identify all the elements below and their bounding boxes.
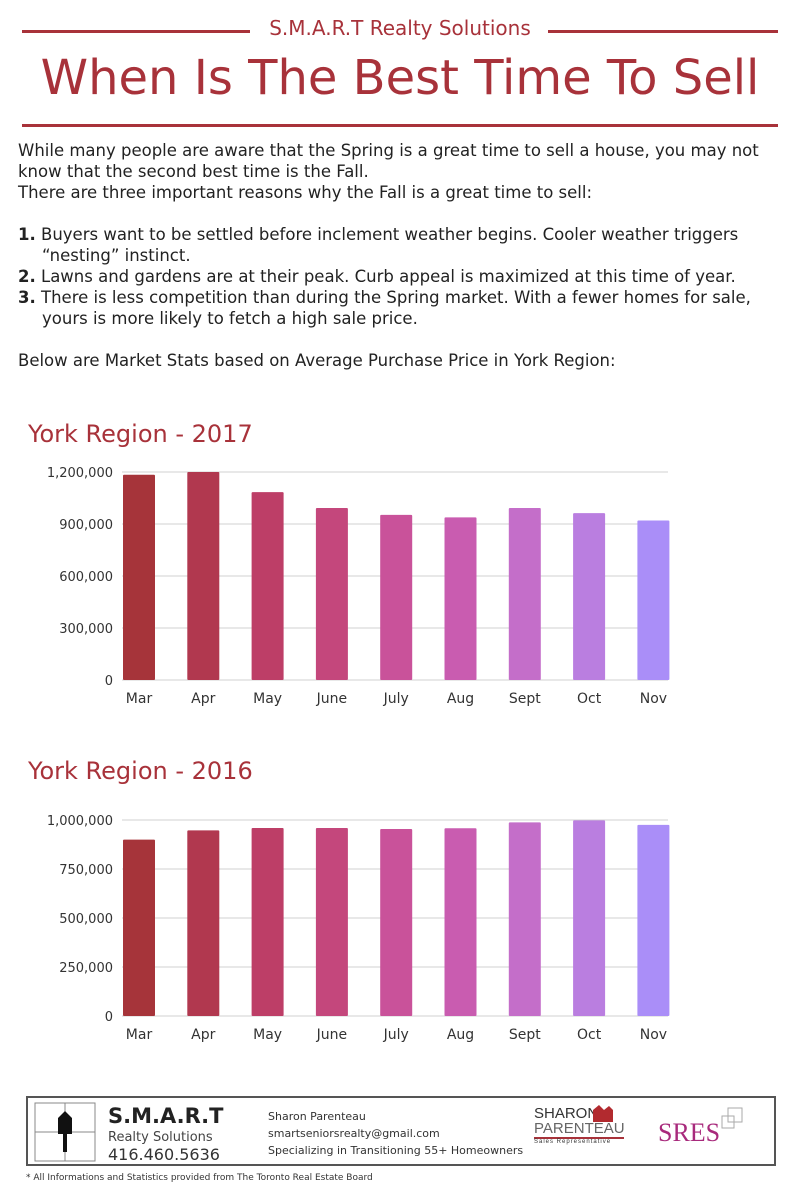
- header-rule-left: [22, 30, 250, 33]
- chart-title-2017: York Region - 2017: [28, 420, 253, 448]
- footer-brand-sub: Realty Solutions: [108, 1130, 213, 1145]
- bar-oct: [573, 513, 606, 680]
- bar-oct: [573, 820, 606, 1016]
- source-note: * All Informations and Statistics provid…: [26, 1173, 373, 1183]
- y-tick-label: 900,000: [59, 518, 113, 533]
- reason-number: 1.: [18, 225, 36, 244]
- footer-card: S.M.A.R.T Realty Solutions 416.460.5636 …: [26, 1096, 776, 1166]
- agent-email: smartseniorsrealty@gmail.com: [268, 1127, 440, 1140]
- x-tick-label: Aug: [447, 1027, 474, 1043]
- bar-july: [380, 829, 413, 1016]
- reason-3: 3. There is less competition than during…: [18, 287, 788, 308]
- x-tick-label: Apr: [191, 1027, 215, 1043]
- key-house-logo-icon: [34, 1102, 96, 1162]
- logo-role: Sales Representative: [534, 1139, 612, 1145]
- header-rule-right: [548, 30, 778, 33]
- logo-first-name: SHARON: [534, 1105, 599, 1122]
- bar-mar: [123, 474, 155, 680]
- chart-2017: 0 300,000 600,000 900,000 1,200,000 Mar Apr May…: [47, 466, 670, 707]
- house-icon: [593, 1105, 613, 1122]
- intro-paragraph: There are three important reasons why th…: [18, 183, 593, 202]
- x-tick-label: May: [253, 1027, 282, 1043]
- sres-logo: SRES: [658, 1118, 721, 1147]
- sharon-parenteau-logo: SHARON PARENTEAU Sales Representative: [534, 1105, 625, 1145]
- bar-apr: [187, 472, 220, 680]
- x-tick-label: Sept: [509, 691, 541, 707]
- chart-2016: 0 250,000 500,000 750,000 1,000,000 Mar Apr May…: [47, 814, 670, 1043]
- x-tick-label: Oct: [577, 691, 602, 707]
- x-tick-label: Mar: [126, 1027, 153, 1043]
- x-tick-label: Aug: [447, 691, 474, 707]
- bar-nov: [637, 520, 670, 680]
- x-tick-label: June: [316, 691, 348, 707]
- reason-text: There is less competition than during th…: [41, 288, 751, 307]
- y-tick-label: 0: [105, 674, 113, 689]
- y-tick-label: 250,000: [59, 961, 113, 976]
- bar-july: [380, 514, 413, 680]
- agent-tagline: Specializing in Transitioning 55+ Homeow…: [268, 1144, 524, 1157]
- x-tick-label: Apr: [191, 691, 215, 707]
- y-tick-label: 1,000,000: [47, 814, 113, 829]
- y-tick-label: 1,200,000: [47, 466, 113, 481]
- footer-phone: 416.460.5636: [108, 1145, 220, 1164]
- bar-aug: [444, 517, 477, 680]
- logo-last-name: PARENTEAU: [534, 1120, 625, 1139]
- x-tick-label: Nov: [640, 1027, 667, 1043]
- x-tick-label: Oct: [577, 1027, 602, 1043]
- y-tick-label: 600,000: [59, 570, 113, 585]
- bar-nov: [637, 824, 670, 1016]
- intro-text: While many people are aware that the Spr…: [18, 140, 788, 371]
- y-tick-label: 500,000: [59, 912, 113, 927]
- footer-brand: S.M.A.R.T: [108, 1104, 224, 1128]
- bar-sept: [508, 508, 541, 680]
- bar-june: [315, 828, 348, 1016]
- x-tick-label: July: [383, 691, 409, 707]
- y-tick-label: 750,000: [59, 863, 113, 878]
- bar-apr: [187, 830, 220, 1016]
- bar-june: [315, 508, 348, 680]
- reason-text-cont: yours is more likely to fetch a high sal…: [42, 309, 418, 328]
- reason-text: Buyers want to be settled before incleme…: [41, 225, 739, 244]
- page-title: When Is The Best Time To Sell: [40, 50, 760, 106]
- agent-name: Sharon Parenteau: [268, 1110, 366, 1123]
- y-tick-label: 300,000: [59, 622, 113, 637]
- brand-name: S.M.A.R.T Realty Solutions: [269, 16, 531, 40]
- y-tick-label: 0: [105, 1010, 113, 1025]
- x-tick-label: July: [383, 1027, 409, 1043]
- x-tick-label: Sept: [509, 1027, 541, 1043]
- x-tick-label: June: [316, 1027, 348, 1043]
- bar-may: [251, 828, 284, 1016]
- reason-number: 3.: [18, 288, 36, 307]
- stats-intro: Below are Market Stats based on Average …: [18, 351, 616, 370]
- title-rule: [22, 124, 778, 127]
- sres-squares-icon: [721, 1107, 743, 1129]
- bar-mar: [123, 839, 155, 1016]
- x-tick-label: May: [253, 691, 282, 707]
- reason-text: Lawns and gardens are at their peak. Cur…: [41, 267, 736, 286]
- reason-text-cont: “nesting” instinct.: [42, 246, 191, 265]
- reason-number: 2.: [18, 267, 36, 286]
- x-tick-label: Nov: [640, 691, 667, 707]
- bar-aug: [444, 828, 477, 1016]
- x-tick-label: Mar: [126, 691, 153, 707]
- bar-sept: [508, 822, 541, 1016]
- bar-may: [251, 492, 284, 680]
- reason-2: 2. Lawns and gardens are at their peak. …: [18, 266, 788, 287]
- intro-paragraph: While many people are aware that the Spr…: [18, 141, 759, 181]
- footer-contact: Sharon Parenteau smartseniorsrealty@gmai…: [268, 1108, 523, 1159]
- chart-title-2016: York Region - 2016: [28, 757, 253, 785]
- reason-1: 1. Buyers want to be settled before incl…: [18, 224, 788, 245]
